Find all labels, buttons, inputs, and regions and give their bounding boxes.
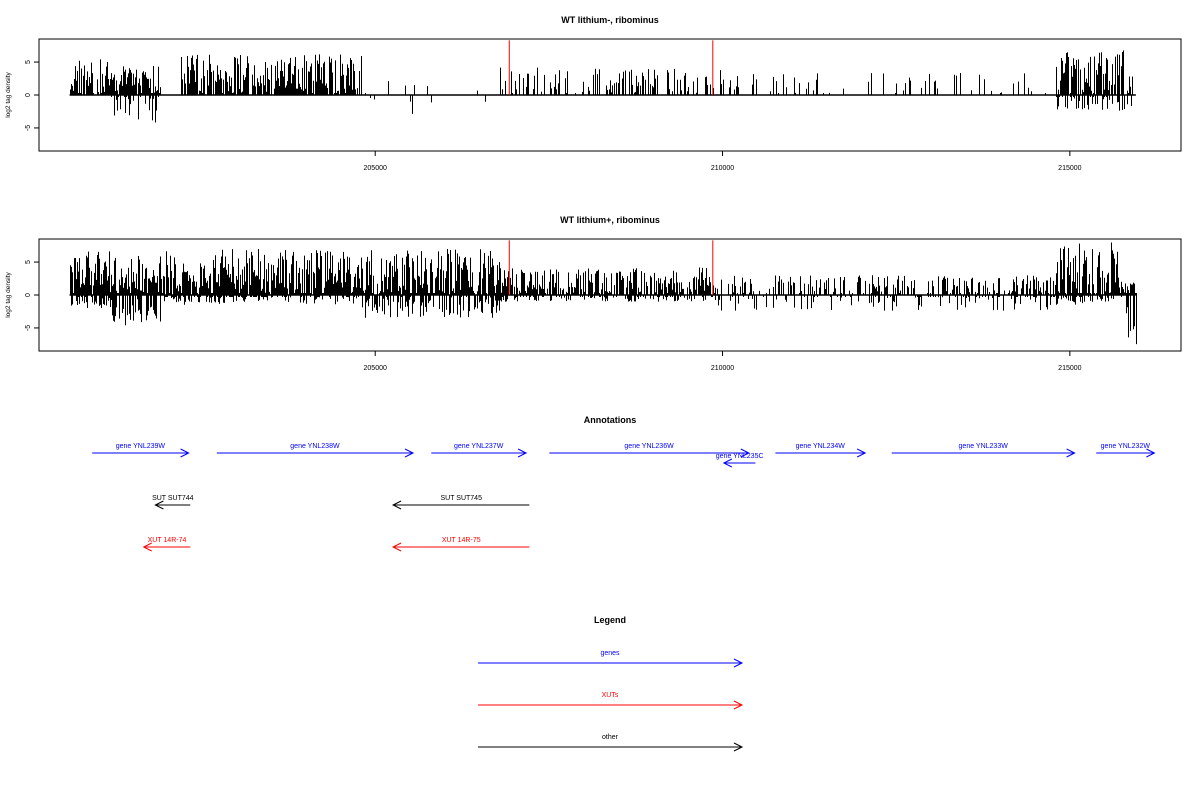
panel-title: WT lithium+, ribominus [560, 215, 660, 225]
y-tick-label: 5 [25, 60, 32, 64]
feature-label: gene YNL234W [796, 443, 846, 450]
panel-title: WT lithium-, ribominus [561, 15, 659, 25]
track-panel-lithium-minus: WT lithium-, ribominus log2 tag density … [5, 15, 1182, 172]
arrowhead [404, 448, 415, 458]
x-tick-label: 215000 [1058, 165, 1081, 172]
feature-label: gene YNL235C [716, 453, 764, 460]
y-tick-label: 5 [25, 260, 32, 264]
feature-label: gene YNL237W [454, 443, 504, 450]
bars-group [69, 50, 1136, 123]
y-tick-label: -5 [25, 325, 32, 331]
arrowhead [1066, 448, 1076, 458]
feature-label: gene YNL233W [959, 443, 1009, 450]
arrowhead [740, 448, 750, 458]
arrowhead [154, 500, 164, 510]
x-axis: 205000 210000 215000 [364, 151, 1082, 172]
y-tick-label: -5 [25, 125, 32, 131]
track-panel-lithium-plus: WT lithium+, ribominus log2 tag density … [5, 215, 1182, 372]
arrowhead [517, 448, 528, 458]
x-tick-label: 210000 [711, 365, 734, 372]
legend-label: other [602, 734, 619, 741]
legend-arrowhead [733, 658, 744, 668]
red-markers [508, 240, 714, 295]
x-tick-label: 210000 [711, 165, 734, 172]
x-tick-label: 205000 [364, 165, 387, 172]
feature-label: SUT SUT744 [152, 495, 194, 502]
feature-label: SUT SUT745 [440, 495, 482, 502]
annotations-panel: Annotations gene YNL239W gene YNL238W gene… [92, 415, 1156, 552]
legend: Legend genes XUTs other [478, 615, 744, 752]
feature-label: XUT 14R-75 [442, 537, 481, 544]
y-axis: -5 0 5 [25, 260, 39, 331]
arrowhead [142, 542, 152, 552]
y-tick-label: 0 [25, 293, 32, 297]
arrowhead [1146, 448, 1156, 458]
y-axis-label: log2 tag density [5, 71, 12, 117]
feature-label: XUT 14R-74 [148, 537, 187, 544]
x-tick-label: 205000 [364, 365, 387, 372]
feature-label: gene YNL232W [1101, 443, 1151, 450]
x-tick-label: 215000 [1058, 365, 1081, 372]
arrowhead [391, 500, 402, 510]
arrowhead [722, 458, 733, 468]
y-axis: -5 0 5 [25, 60, 39, 131]
annotations-title: Annotations [584, 415, 637, 425]
red-markers [508, 40, 714, 95]
x-axis: 205000 210000 215000 [364, 351, 1082, 372]
feature-label: gene YNL236W [624, 443, 674, 450]
bars-group [69, 242, 1137, 345]
feature-label: gene YNL238W [290, 443, 340, 450]
legend-title: Legend [594, 615, 626, 625]
legend-label: genes [600, 650, 620, 657]
arrowhead [391, 542, 402, 552]
legend-items: genes XUTs other [478, 650, 744, 752]
legend-arrowhead [733, 700, 744, 710]
legend-label: XUTs [602, 692, 619, 699]
y-axis-label: log2 tag density [5, 271, 12, 317]
feature-label: gene YNL239W [116, 443, 166, 450]
arrowhead [180, 448, 190, 458]
arrowhead [856, 448, 867, 458]
legend-arrowhead [733, 742, 744, 752]
feature-arrows: gene YNL239W gene YNL238W gene YNL237W gene… [92, 443, 1156, 552]
y-tick-label: 0 [25, 93, 32, 97]
